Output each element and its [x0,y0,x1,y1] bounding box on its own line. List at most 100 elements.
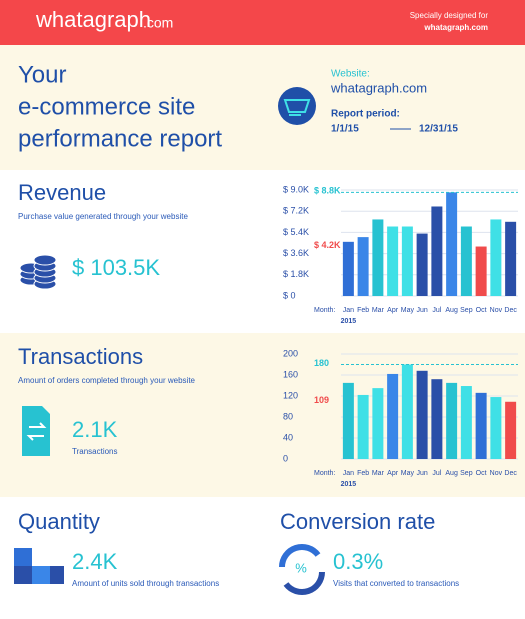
x-axis-label: Month: [314,470,335,477]
x-tick-label: Oct [476,307,487,314]
x-tick-label: Oct [476,470,487,477]
period-end: 12/31/15 [419,124,458,135]
x-tick-label: Apr [387,307,399,314]
y-tick-label: 0 [283,453,288,463]
header-bar [0,0,525,45]
report-title: Your [18,61,67,88]
x-tick-label: Jul [432,307,441,314]
bar [372,388,384,459]
website-label: Website: [331,69,370,80]
report-band [0,45,525,170]
y-tick-label: $ 0 [283,290,296,300]
x-axis-sublabel: 2015 [341,318,357,325]
x-tick-label: Jul [432,470,441,477]
cart-icon [278,87,316,125]
x-tick-label: Sep [460,470,473,477]
coins-icon [19,254,57,290]
y-tick-label: $ 5.4K [283,227,309,237]
x-tick-label: Jun [416,470,427,477]
bar [372,219,384,296]
y-tick-label: $ 9.0K [283,184,309,194]
bar [460,226,472,296]
bar [431,379,443,459]
min-label: 109 [314,395,329,405]
y-tick-label: 40 [283,432,293,442]
section-subtitle: Purchase value generated through your we… [18,212,188,221]
cart-icon [283,99,311,116]
y-tick-label: 120 [283,390,298,400]
y-tick-label: 80 [283,411,293,421]
x-tick-label: Dec [504,470,517,477]
x-tick-label: Mar [372,307,385,314]
transactions-caption: Transactions [72,447,118,456]
report-title: performance report [18,125,222,152]
bar [505,401,517,459]
bar [342,241,354,296]
report-title: e-commerce site [18,93,195,120]
transactions-total: 2.1K [72,417,118,442]
x-tick-label: May [401,307,415,314]
period-label: Report period: [331,109,400,120]
x-axis-label: Month: [314,307,335,314]
bar [387,373,399,459]
bar [475,246,487,296]
section-title: Transactions [18,344,143,369]
x-tick-label: Feb [357,470,369,477]
bar [446,192,458,296]
tagline-site: whatagraph.com [423,23,488,32]
bar [446,382,458,459]
bar [416,233,428,296]
bar [431,206,443,296]
bar [490,397,502,459]
y-tick-label: $ 7.2K [283,206,309,216]
website: whatagraph.com [330,80,427,95]
x-tick-label: Feb [357,307,369,314]
bar [460,386,472,459]
x-axis-sublabel: 2015 [341,481,357,488]
x-tick-label: Aug [445,307,458,314]
x-tick-label: Nov [490,470,503,477]
min-label: $ 4.2K [314,240,341,250]
document-icon [22,406,50,456]
bar [387,226,399,296]
y-tick-label: 200 [283,348,298,358]
x-tick-label: Jan [343,470,354,477]
bar [505,221,517,296]
x-tick-label: Apr [387,470,399,477]
cubes-icon [14,548,64,584]
bar [357,394,369,459]
percent-icon: % [295,560,307,575]
bar [342,382,354,459]
x-tick-label: Nov [490,307,503,314]
x-tick-label: Mar [372,470,385,477]
conversion-caption: Visits that converted to transactions [333,579,459,588]
section-subtitle: Amount of orders completed through your … [18,376,196,385]
x-tick-label: Jun [416,307,427,314]
quantity-caption: Amount of units sold through transaction… [72,579,219,588]
period-start: 1/1/15 [331,124,359,135]
tagline: Specially designed for [410,11,489,20]
bar [475,392,487,459]
x-tick-label: Aug [445,470,458,477]
conversion-value: 0.3% [333,549,383,574]
max-label: 180 [314,358,329,368]
y-tick-label: $ 1.8K [283,269,309,279]
bar [401,226,413,296]
bar [401,364,413,459]
logo-suffix: .com [143,15,173,31]
y-tick-label: 160 [283,369,298,379]
section-title: Revenue [18,180,106,205]
bar [490,219,502,296]
bar [416,370,428,459]
bar [357,237,369,296]
document-icon [26,422,47,441]
revenue-total: $ 103.5K [72,255,160,280]
section-title: Quantity [18,509,100,534]
y-tick-label: $ 3.6K [283,248,309,258]
x-tick-label: Sep [460,307,473,314]
x-tick-label: Dec [504,307,517,314]
conversion-icon [279,544,325,595]
x-tick-label: May [401,470,415,477]
logo: whatagraph [35,7,151,32]
